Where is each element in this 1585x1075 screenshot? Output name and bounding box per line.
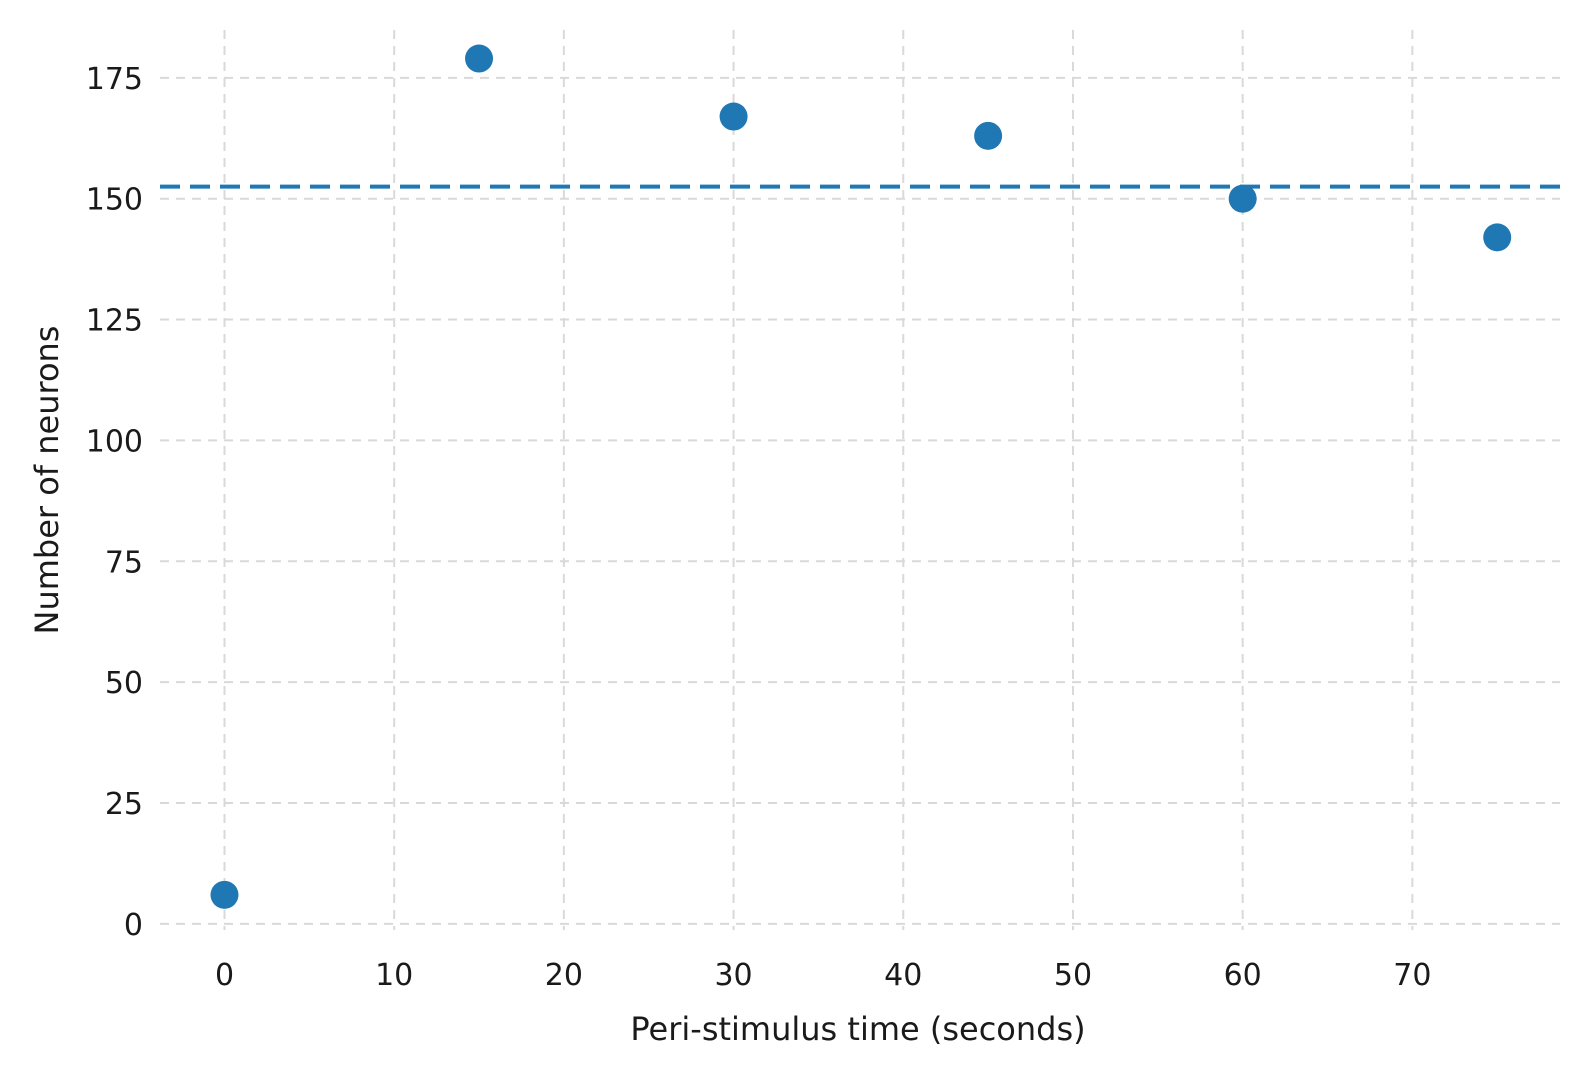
y-tick-label: 75 bbox=[105, 545, 143, 580]
x-tick-label: 40 bbox=[884, 958, 922, 993]
data-point bbox=[719, 102, 748, 131]
y-tick-label: 50 bbox=[105, 666, 143, 701]
x-tick-label: 60 bbox=[1224, 958, 1262, 993]
y-tick-label: 25 bbox=[105, 787, 143, 822]
y-tick-label: 175 bbox=[86, 62, 143, 97]
x-tick-label: 0 bbox=[215, 958, 234, 993]
x-tick-label: 20 bbox=[545, 958, 583, 993]
data-point bbox=[465, 44, 494, 73]
x-tick-label: 70 bbox=[1393, 958, 1431, 993]
y-gridlines bbox=[160, 76, 1560, 925]
y-tick-labels: 0 25 50 75 100 125 150 175 bbox=[86, 62, 143, 943]
x-tick-label: 30 bbox=[714, 958, 752, 993]
x-tick-label: 10 bbox=[375, 958, 413, 993]
y-tick-label: 0 bbox=[124, 908, 143, 943]
y-tick-label: 150 bbox=[86, 183, 143, 218]
y-tick-label: 125 bbox=[86, 304, 143, 339]
x-tick-labels: 0 10 20 30 40 50 60 70 bbox=[215, 958, 1432, 993]
data-point bbox=[210, 880, 239, 909]
data-points bbox=[210, 44, 1512, 909]
x-axis-label: Peri-stimulus time (seconds) bbox=[630, 1010, 1085, 1048]
y-axis-label: Number of neurons bbox=[28, 326, 66, 635]
y-tick-label: 100 bbox=[86, 424, 143, 459]
x-gridlines bbox=[223, 30, 1414, 930]
data-point bbox=[1483, 223, 1512, 252]
data-point bbox=[1228, 184, 1257, 213]
data-point bbox=[974, 121, 1003, 150]
x-tick-label: 50 bbox=[1054, 958, 1092, 993]
